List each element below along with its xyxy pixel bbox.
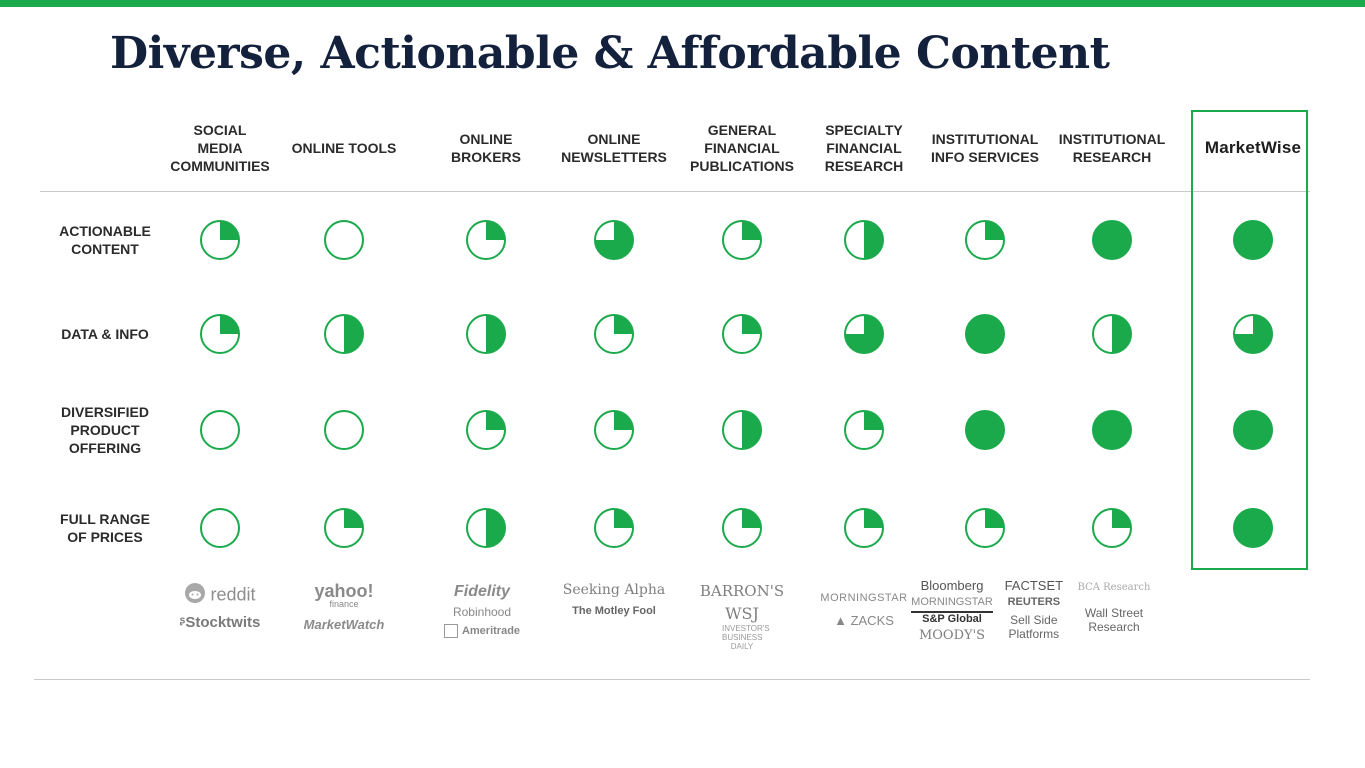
harvey-ball-icon <box>593 507 635 549</box>
logos-institutional-research: BCA Research Wall Street Research <box>1052 582 1176 635</box>
logos-brokers: Fidelity Robinhood Ameritrade <box>420 582 544 638</box>
reddit-logo: reddit <box>158 582 282 610</box>
bloomberg-logo: Bloomberg <box>920 578 984 593</box>
harvey-ball-icon <box>1232 507 1274 549</box>
harvey-ball-icon <box>843 313 885 355</box>
harvey-ball-icon <box>323 313 365 355</box>
harvey-ball-icon <box>323 409 365 451</box>
stocktwits-logo: ᶳStocktwits <box>179 613 261 631</box>
top-accent-bar <box>0 0 1365 7</box>
harvey-ball-icon <box>465 313 507 355</box>
header-divider <box>40 191 1310 192</box>
harvey-ball-icon <box>1091 313 1133 355</box>
harvey-ball-icon <box>1091 507 1133 549</box>
harvey-ball-icon <box>721 507 763 549</box>
harvey-ball-icon <box>199 219 241 261</box>
harvey-ball-icon <box>721 313 763 355</box>
row-header: FULL RANGE OF PRICES <box>60 511 150 545</box>
barrons-logo: BARRON'S <box>699 582 785 600</box>
harvey-ball-icon <box>721 219 763 261</box>
harvey-ball-icon <box>1091 219 1133 261</box>
harvey-ball-icon <box>323 507 365 549</box>
harvey-ball-icon <box>199 313 241 355</box>
ameritrade-logo: Ameritrade <box>420 623 544 638</box>
logos-social: reddit ᶳStocktwits <box>158 582 282 632</box>
harvey-ball-icon <box>465 507 507 549</box>
harvey-ball-icon <box>964 409 1006 451</box>
sp-global-logo: S&P Global <box>911 610 993 626</box>
harvey-ball-icon <box>964 507 1006 549</box>
harvey-ball-icon <box>843 507 885 549</box>
harvey-ball-icon <box>1091 409 1133 451</box>
column-header: GENERAL FINANCIAL PUBLICATIONS <box>690 122 794 174</box>
row-header: DATA & INFO <box>61 326 149 342</box>
yahoo-logo: yahoo! <box>314 581 374 601</box>
logos-newsletters: Seeking Alpha The Motley Fool <box>552 582 676 618</box>
harvey-ball-icon <box>1232 219 1274 261</box>
bca-research-logo: BCA Research <box>1077 582 1151 593</box>
column-header: ONLINE TOOLS <box>291 140 397 156</box>
morningstar-logo: MORNINGSTAR <box>820 592 908 604</box>
robinhood-logo: Robinhood <box>452 605 512 620</box>
harvey-ball-icon <box>721 409 763 451</box>
row-header: ACTIONABLE CONTENT <box>59 223 151 257</box>
wall-street-research-text: Wall Street Research <box>1084 606 1144 635</box>
yahoo-finance-logo: finance <box>329 599 359 609</box>
harvey-ball-icon <box>465 219 507 261</box>
reddit-icon <box>184 582 206 610</box>
footer-divider <box>34 679 1310 680</box>
logos-institutional-info: Bloomberg FACTSET MORNINGSTAR REUTERS S&… <box>910 578 1070 644</box>
harvey-ball-icon <box>199 409 241 451</box>
factset-logo: FACTSET <box>1004 578 1064 593</box>
reuters-logo: REUTERS <box>1007 595 1061 608</box>
marketwise-highlight-box <box>1191 110 1308 570</box>
harvey-ball-icon <box>593 313 635 355</box>
fidelity-logo: Fidelity <box>453 583 510 600</box>
seeking-alpha-logo: Seeking Alpha <box>562 582 666 598</box>
column-header: INSTITUTIONAL RESEARCH <box>1058 131 1166 165</box>
harvey-ball-icon <box>323 219 365 261</box>
page-title: Diverse, Actionable & Affordable Content <box>110 28 1110 79</box>
column-header: INSTITUTIONAL INFO SERVICES <box>931 131 1039 165</box>
harvey-ball-icon <box>1232 409 1274 451</box>
motley-fool-logo: The Motley Fool <box>572 604 656 617</box>
logos-general: BARRON'S WSJ INVESTOR'S BUSINESS DAILY <box>680 582 804 652</box>
harvey-ball-icon <box>199 507 241 549</box>
marketwatch-logo: MarketWatch <box>303 617 385 632</box>
harvey-ball-icon <box>964 219 1006 261</box>
column-header: ONLINE NEWSLETTERS <box>561 131 667 165</box>
harvey-ball-icon <box>593 409 635 451</box>
logos-specialty: MORNINGSTAR ▲ ZACKS <box>802 582 926 629</box>
ibd-logo: INVESTOR'S BUSINESS DAILY <box>722 624 770 651</box>
harvey-ball-icon <box>843 219 885 261</box>
column-header: SOCIAL MEDIA COMMUNITIES <box>170 122 270 174</box>
harvey-ball-icon <box>964 313 1006 355</box>
column-header: ONLINE BROKERS <box>450 131 521 165</box>
harvey-ball-icon <box>593 219 635 261</box>
column-header: SPECIALTY FINANCIAL RESEARCH <box>824 122 904 174</box>
harvey-ball-icon <box>465 409 507 451</box>
row-header: DIVERSIFIED PRODUCT OFFERING <box>61 404 149 456</box>
zacks-logo: ▲ ZACKS <box>834 613 894 629</box>
logos-tools: yahoo! finance MarketWatch <box>282 582 406 633</box>
column-header: MarketWise <box>1204 138 1302 157</box>
harvey-ball-icon <box>843 409 885 451</box>
moodys-logo: MOODY'S <box>918 627 986 643</box>
harvey-ball-icon <box>1232 313 1274 355</box>
wsj-logo: WSJ <box>725 604 759 623</box>
morningstar-inst-logo: MORNINGSTAR <box>911 595 993 608</box>
sell-side-platforms-text: Sell Side Platforms <box>1008 612 1060 642</box>
td-icon <box>443 623 458 638</box>
